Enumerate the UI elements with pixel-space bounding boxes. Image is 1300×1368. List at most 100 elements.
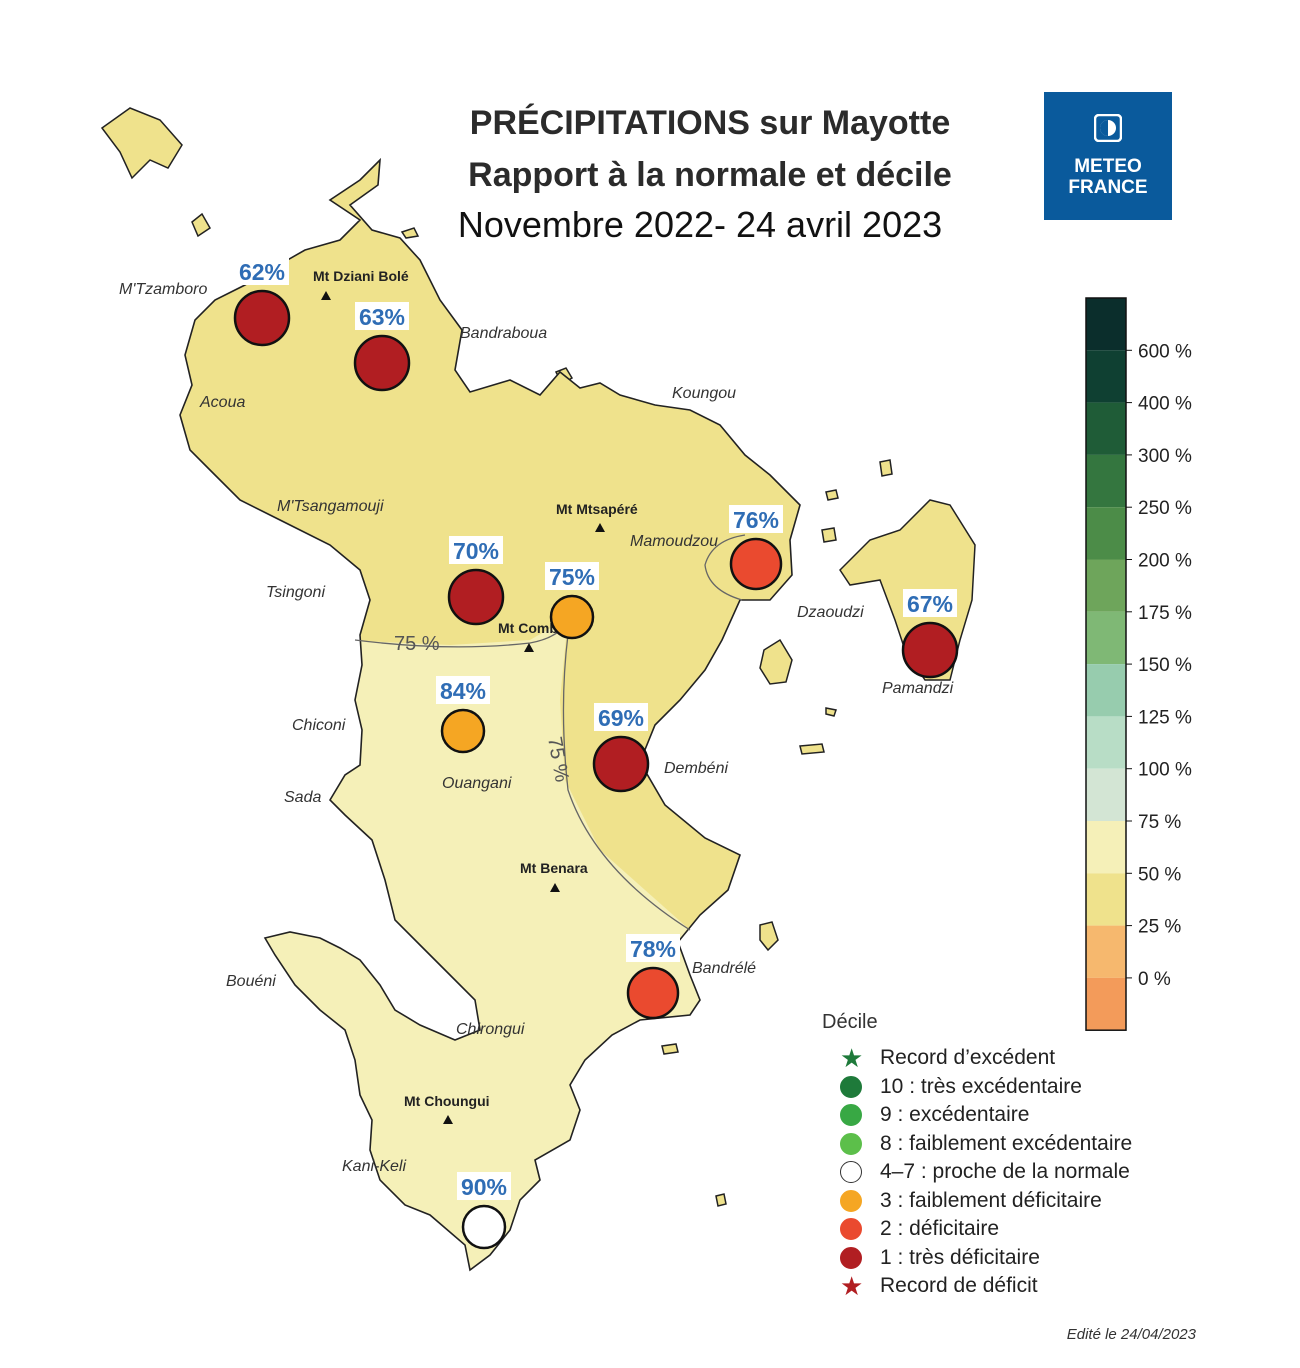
legend-item: 3 : faiblement déficitaire: [840, 1187, 1132, 1216]
station-label: 78%: [630, 936, 676, 962]
colorbar-swatch: [1086, 559, 1126, 612]
triangle-icon: [550, 883, 560, 892]
station-label: 75%: [549, 564, 595, 590]
place-acoua: Acoua: [199, 394, 245, 411]
colorbar-swatch: [1086, 821, 1126, 874]
station-label-bg: [235, 257, 289, 285]
place-ouangani: Ouangani: [442, 775, 512, 792]
colorbar-swatch: [1086, 611, 1126, 665]
colorbar-label: 200 %: [1138, 551, 1192, 572]
dot-icon: [840, 1132, 862, 1155]
colorbar-label: 150 %: [1138, 655, 1192, 676]
station-label-bg: [594, 703, 648, 731]
legend-label: 10 : très excédentaire: [880, 1074, 1082, 1098]
triangle-icon: [595, 523, 605, 532]
isoline-75: [354, 534, 746, 931]
legend-item: ★ Record de déficit: [840, 1272, 1132, 1301]
colorbar-swatch: [1086, 350, 1126, 403]
peak-choungui: Mt Choungui: [404, 1093, 490, 1109]
map-subtitle: Rapport à la normale et décile: [468, 156, 952, 194]
colorbar-swatch: [1086, 664, 1126, 717]
legend-label: 1 : très déficitaire: [880, 1245, 1040, 1269]
legend-label: 4–7 : proche de la normale: [880, 1160, 1130, 1184]
meteo-france-logo: METEO FRANCE: [1044, 92, 1172, 220]
map-period: Novembre 2022- 24 avril 2023: [457, 204, 943, 245]
station-label: 67%: [907, 591, 953, 617]
place-kanikeli: Kani-Keli: [342, 1158, 406, 1175]
dot-icon: [840, 1189, 862, 1212]
legend-label: 3 : faiblement déficitaire: [880, 1188, 1102, 1212]
station-marker: [901, 621, 959, 679]
station-marker: [233, 289, 291, 347]
station-label-bg: [545, 562, 599, 590]
logo-line2: FRANCE: [1068, 177, 1148, 198]
dot-icon: [840, 1104, 862, 1127]
dot-icon: [840, 1246, 862, 1269]
station-label-bg: [457, 1172, 511, 1200]
place-dzaoudzi: Dzaoudzi: [797, 604, 864, 621]
legend-item: 9 : excédentaire: [840, 1101, 1132, 1130]
station-label-bg: [449, 536, 503, 564]
colorbar-label: 0 %: [1138, 969, 1171, 990]
place-chiconi: Chiconi: [292, 717, 346, 734]
station-marker: [626, 966, 680, 1020]
station-label-bg: [626, 934, 680, 962]
colorbar-label: 250 %: [1138, 498, 1192, 519]
peak-benara: Mt Benara: [520, 860, 588, 876]
colorbar-label: 175 %: [1138, 603, 1192, 624]
colorbar-label: 50 %: [1138, 864, 1181, 885]
place-tsingoni: Tsingoni: [266, 584, 325, 601]
colorbar-swatch: [1086, 716, 1126, 769]
peak-mtsapere: Mt Mtsapéré: [556, 501, 638, 517]
place-chirongui: Chirongui: [456, 1021, 525, 1038]
station-marker: [353, 334, 411, 392]
place-pamandzi: Pamandzi: [882, 680, 954, 697]
legend-title: Décile: [822, 1011, 878, 1033]
legend-item: 8 : faiblement excédentaire: [840, 1130, 1132, 1159]
station-marker: [592, 735, 650, 793]
station-label-bg: [729, 505, 783, 533]
colorbar-label: 400 %: [1138, 394, 1192, 415]
colorbar-label: 25 %: [1138, 917, 1181, 938]
colorbar-swatch: [1086, 298, 1126, 351]
colorbar: 600 % 400 % 300 % 250 % 200 % 175 % 150 % 125 %…: [1085, 297, 1192, 1031]
place-bandrele: Bandrélé: [692, 960, 756, 977]
legend: ★ Record d’excédent 10 : très excédentaire…: [840, 1044, 1132, 1301]
place-mamoudzou: Mamoudzou: [630, 533, 718, 550]
station-label: 62%: [239, 259, 285, 285]
station-label: 69%: [598, 705, 644, 731]
colorbar-swatch: [1086, 507, 1126, 560]
colorbar-swatch: [1086, 925, 1126, 978]
dot-icon: [840, 1161, 862, 1184]
legend-item: 4–7 : proche de la normale: [840, 1158, 1132, 1187]
triangle-icon: [524, 643, 534, 652]
place-labels: M'Tzamboro Bandraboua Acoua Koungou M'Ts…: [119, 281, 954, 1175]
legend-item: 10 : très excédentaire: [840, 1073, 1132, 1102]
colorbar-label: 75 %: [1138, 812, 1181, 833]
place-bandraboua: Bandraboua: [460, 325, 547, 342]
colorbar-label: 600 %: [1138, 341, 1192, 362]
star-icon: ★: [840, 1271, 864, 1302]
colorbar-swatch: [1086, 768, 1126, 821]
colorbar-swatch: [1086, 454, 1126, 508]
place-sada: Sada: [284, 789, 321, 806]
station-label-bg: [903, 589, 957, 617]
legend-label: Record de déficit: [880, 1274, 1038, 1298]
peak-dziani-bole: Mt Dziani Bolé: [313, 268, 409, 284]
place-dembeni: Dembéni: [664, 760, 728, 777]
colorbar-swatch: [1086, 977, 1126, 1031]
peak-labels: Mt Dziani Bolé Mt Mtsapéré Mt Combani Mt…: [313, 268, 638, 1109]
colorbar-swatch: [1086, 873, 1126, 926]
station-marker: [461, 1204, 507, 1250]
station-label-bg: [436, 676, 490, 704]
station-label: 70%: [453, 538, 499, 564]
place-mtzamboro: M'Tzamboro: [119, 281, 208, 298]
dot-icon: [840, 1075, 862, 1098]
station-label: 63%: [359, 304, 405, 330]
legend-item: 1 : très déficitaire: [840, 1244, 1132, 1273]
legend-label: 8 : faiblement excédentaire: [880, 1131, 1133, 1155]
station-marker: [440, 708, 486, 754]
station-label-bg: [355, 302, 409, 330]
station-marker: [729, 537, 783, 591]
